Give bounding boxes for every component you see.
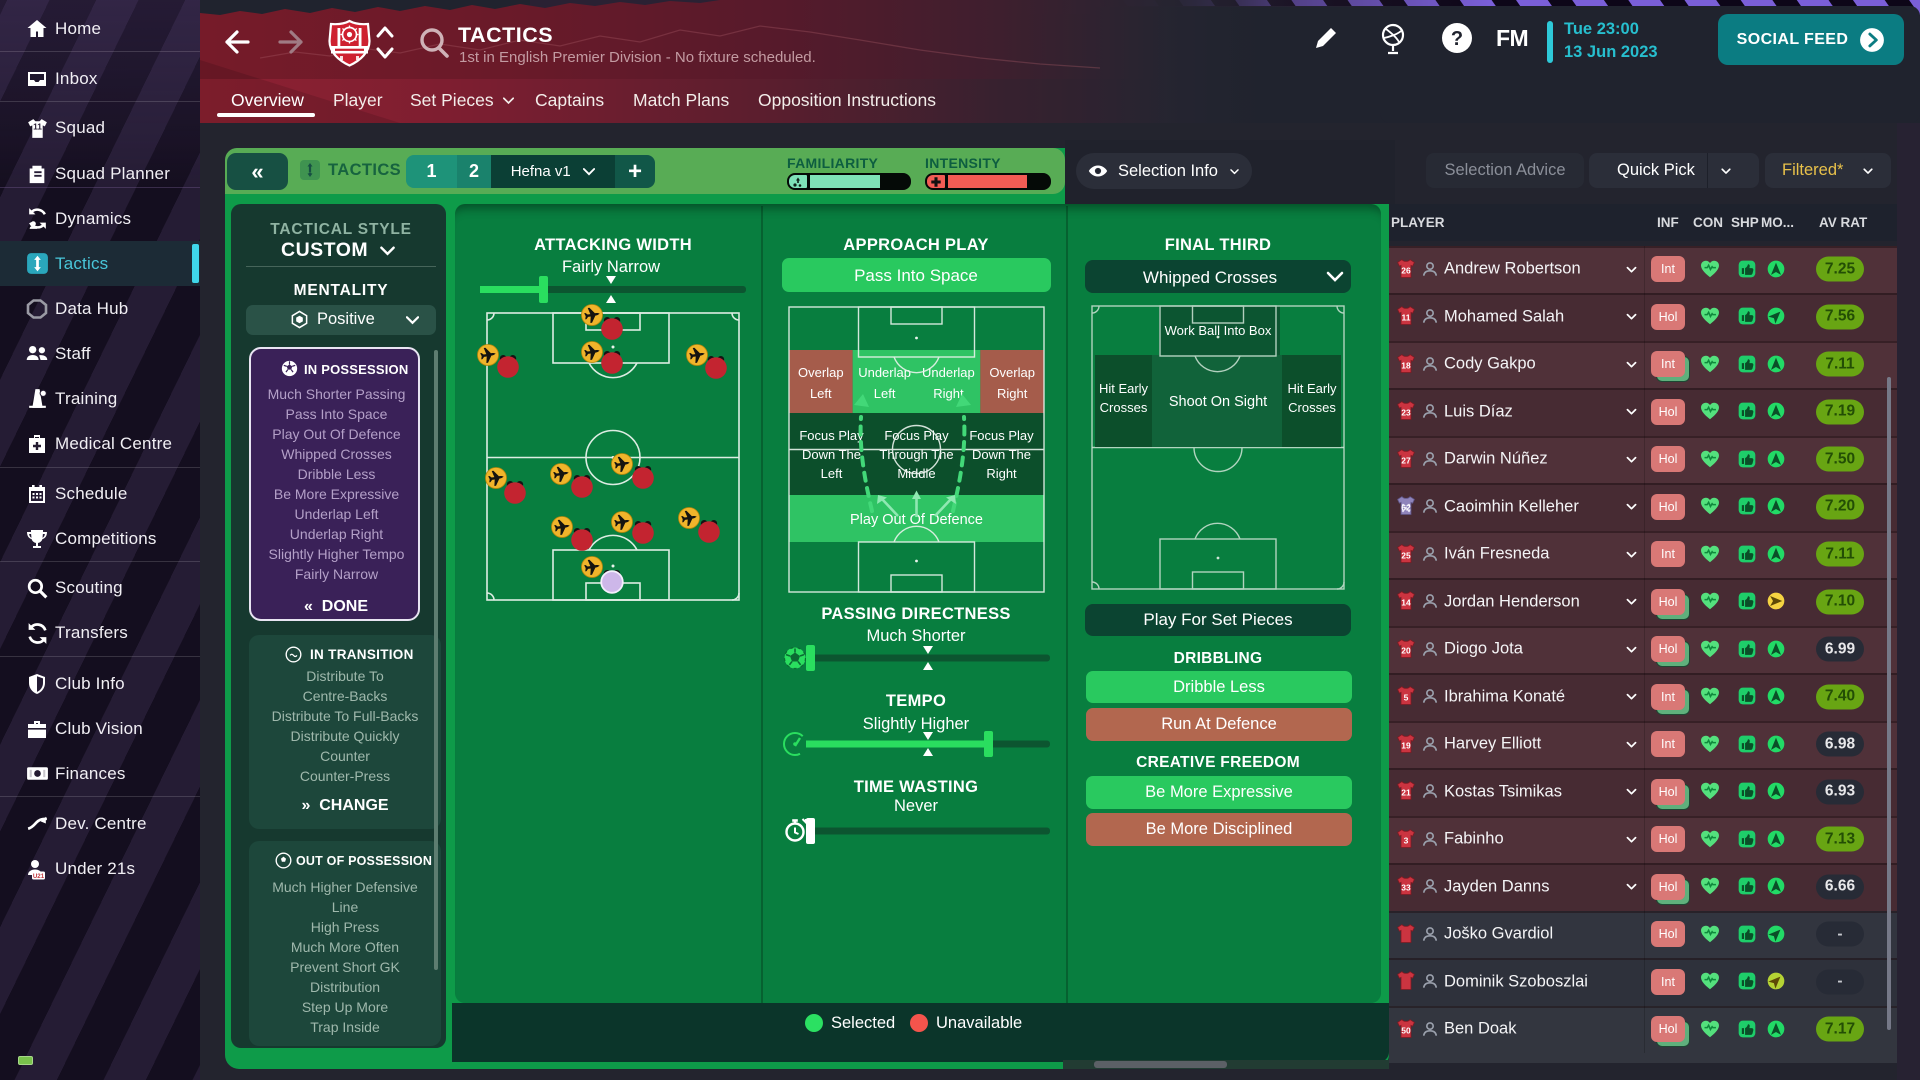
svg-text:Crosses: Crosses xyxy=(1100,400,1148,415)
svg-text:5: 5 xyxy=(1404,693,1409,703)
svg-text:Down The: Down The xyxy=(972,447,1031,462)
svg-text:APPROACH PLAY: APPROACH PLAY xyxy=(843,236,988,254)
svg-text:Right: Right xyxy=(997,386,1028,401)
svg-text:Fairly Narrow: Fairly Narrow xyxy=(562,258,660,276)
svg-text:21: 21 xyxy=(1401,788,1411,798)
svg-text:23: 23 xyxy=(1401,408,1411,418)
svg-text:U21: U21 xyxy=(33,872,45,879)
svg-text:Work Ball Into Box: Work Ball Into Box xyxy=(1165,323,1272,338)
svg-text:Slightly Higher: Slightly Higher xyxy=(863,715,970,733)
svg-text:Pass Into Space: Pass Into Space xyxy=(854,266,978,285)
svg-text:Left: Left xyxy=(821,466,843,481)
svg-text:25: 25 xyxy=(1401,550,1411,560)
svg-text:Never: Never xyxy=(894,797,939,815)
svg-text:50: 50 xyxy=(1401,1025,1411,1035)
svg-text:FINAL THIRD: FINAL THIRD xyxy=(1165,236,1272,254)
svg-text:Left: Left xyxy=(810,386,832,401)
svg-text:Overlap: Overlap xyxy=(989,365,1035,380)
svg-text:Whipped Crosses: Whipped Crosses xyxy=(1143,268,1277,287)
svg-text:Left: Left xyxy=(874,386,896,401)
svg-text:Down The: Down The xyxy=(802,447,861,462)
svg-text:Hit Early: Hit Early xyxy=(1099,381,1149,396)
svg-text:3: 3 xyxy=(1404,835,1409,845)
svg-text:11: 11 xyxy=(33,121,42,131)
svg-text:Focus Play: Focus Play xyxy=(969,428,1034,443)
svg-text:62: 62 xyxy=(1401,503,1411,513)
svg-text:14: 14 xyxy=(1401,598,1411,608)
svg-text:Play Out Of Defence: Play Out Of Defence xyxy=(850,512,983,528)
svg-text:?: ? xyxy=(1451,28,1463,50)
svg-text:19: 19 xyxy=(1401,740,1411,750)
svg-text:Right: Right xyxy=(933,386,964,401)
svg-text:TIME WASTING: TIME WASTING xyxy=(854,778,979,796)
svg-text:11: 11 xyxy=(1402,313,1411,323)
svg-text:Right: Right xyxy=(986,466,1017,481)
svg-text:Underlap: Underlap xyxy=(858,365,911,380)
svg-text:ATTACKING WIDTH: ATTACKING WIDTH xyxy=(534,236,692,254)
svg-text:PASSING DIRECTNESS: PASSING DIRECTNESS xyxy=(821,605,1010,623)
svg-text:Focus Play: Focus Play xyxy=(799,428,864,443)
svg-text:27: 27 xyxy=(1401,455,1411,465)
svg-text:FM: FM xyxy=(1496,25,1528,51)
svg-text:Crosses: Crosses xyxy=(1288,400,1336,415)
svg-text:TEMPO: TEMPO xyxy=(886,692,946,710)
svg-text:Shoot On Sight: Shoot On Sight xyxy=(1169,394,1267,410)
svg-text:Hit Early: Hit Early xyxy=(1287,381,1337,396)
svg-text:20: 20 xyxy=(1401,645,1411,655)
svg-text:33: 33 xyxy=(1401,883,1411,893)
svg-text:Overlap: Overlap xyxy=(798,365,844,380)
svg-text:Through The: Through The xyxy=(879,447,953,462)
svg-text:Much Shorter: Much Shorter xyxy=(866,627,966,645)
svg-text:Underlap: Underlap xyxy=(922,365,975,380)
svg-text:26: 26 xyxy=(1401,265,1411,275)
svg-text:18: 18 xyxy=(1401,360,1411,370)
